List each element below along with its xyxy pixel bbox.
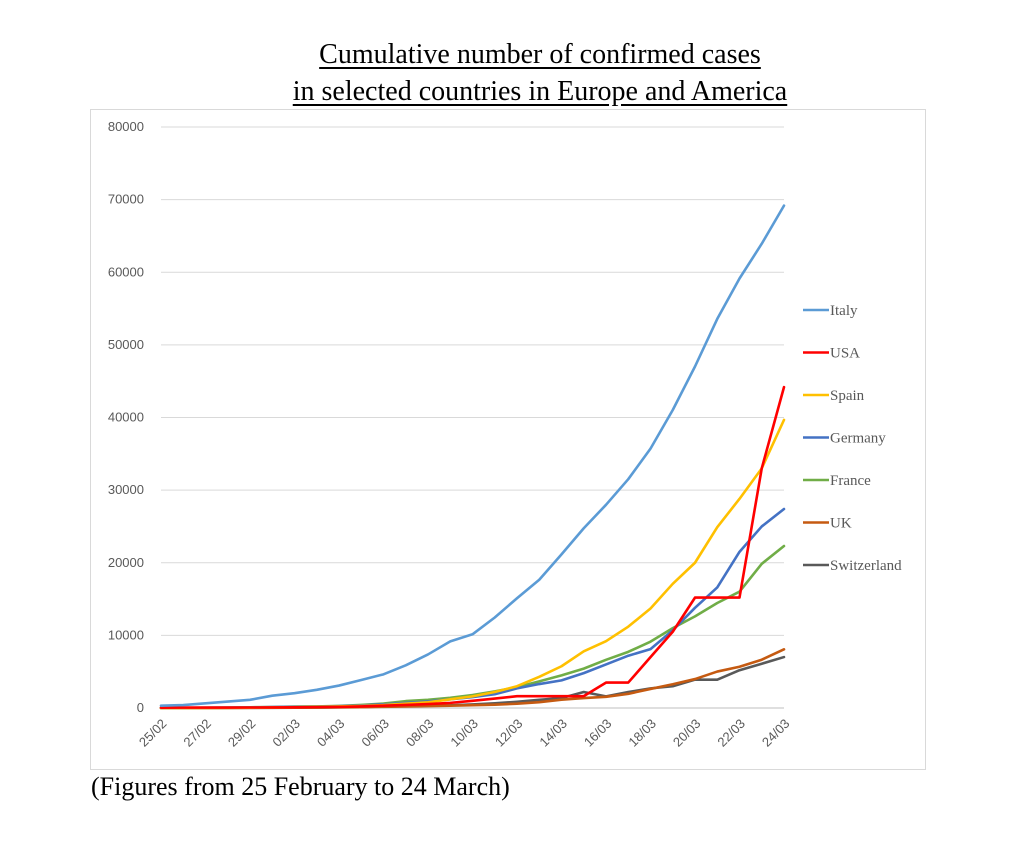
y-tick-label: 60000 xyxy=(108,264,144,279)
series-line-spain xyxy=(159,418,786,710)
chart-title-line1: Cumulative number of confirmed cases xyxy=(319,39,761,70)
x-tick-label: 27/02 xyxy=(180,716,214,750)
x-tick-label: 08/03 xyxy=(403,716,437,750)
chart-title: Cumulative number of confirmed cases in … xyxy=(200,36,880,110)
x-tick-label: 04/03 xyxy=(314,716,348,750)
y-tick-label: 30000 xyxy=(108,482,144,497)
y-tick-label: 70000 xyxy=(108,192,144,207)
x-tick-label: 18/03 xyxy=(625,716,659,750)
legend-label-switzerland: Switzerland xyxy=(830,558,902,574)
x-tick-label: 16/03 xyxy=(581,716,615,750)
chart-area: 0 10000 20000 30000 40000 50000 60000 70000 8000… xyxy=(90,109,926,770)
legend-label-france: France xyxy=(830,473,871,489)
y-tick-label: 20000 xyxy=(108,555,144,570)
x-tick-label: 22/03 xyxy=(714,716,748,750)
x-tick-label: 12/03 xyxy=(492,716,526,750)
line-chart: 0 10000 20000 30000 40000 50000 60000 70000 8000… xyxy=(108,119,902,750)
x-tick-label: 20/03 xyxy=(670,716,704,750)
x-tick-label: 14/03 xyxy=(536,716,570,750)
x-tick-label: 25/02 xyxy=(136,716,170,750)
y-tick-label: 50000 xyxy=(108,337,144,352)
x-tick-label: 02/03 xyxy=(269,716,303,750)
y-tick-label: 40000 xyxy=(108,410,144,425)
y-tick-label: 10000 xyxy=(108,627,144,642)
chart-caption: (Figures from 25 February to 24 March) xyxy=(91,772,510,801)
legend-label-italy: Italy xyxy=(830,303,858,319)
series-line-germany xyxy=(159,507,786,710)
legend-label-uk: UK xyxy=(830,516,852,532)
x-tick-label: 10/03 xyxy=(447,716,481,750)
legend-label-usa: USA xyxy=(830,346,860,362)
x-tick-label: 06/03 xyxy=(358,716,392,750)
series-line-france xyxy=(159,544,786,710)
legend-label-spain: Spain xyxy=(830,388,865,404)
x-tick-label: 24/03 xyxy=(759,716,793,750)
series-line-usa xyxy=(159,385,786,709)
x-tick-label: 29/02 xyxy=(225,716,259,750)
y-tick-label: 0 xyxy=(137,700,144,715)
y-tick-label: 80000 xyxy=(108,119,144,134)
chart-title-line2: in selected countries in Europe and Amer… xyxy=(292,76,788,107)
series-line-italy xyxy=(159,204,786,707)
legend-label-germany: Germany xyxy=(830,431,886,447)
